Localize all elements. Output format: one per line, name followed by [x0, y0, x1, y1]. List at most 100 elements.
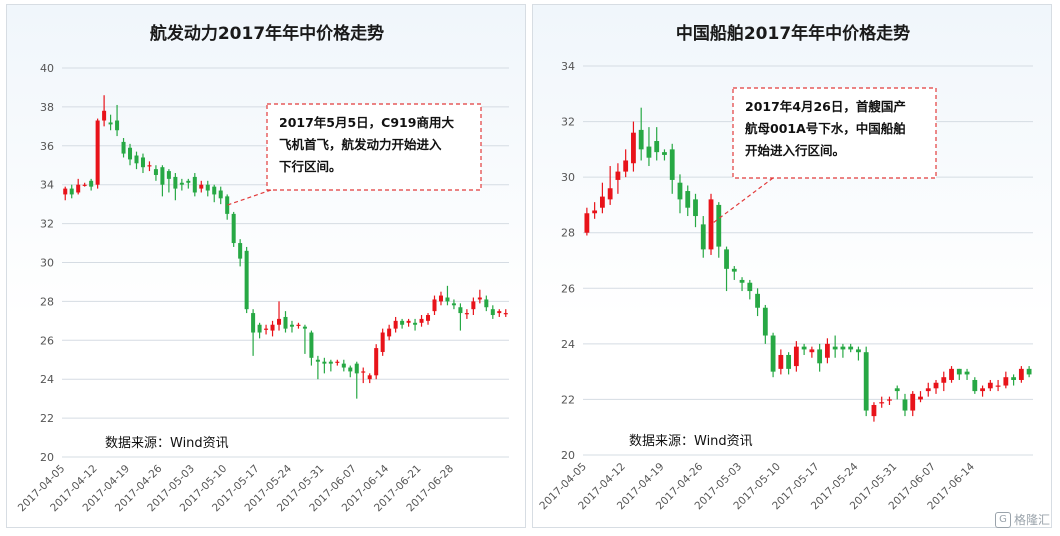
candle	[964, 368, 970, 380]
candle	[115, 104, 120, 137]
y-tick-label: 40	[40, 62, 54, 75]
candle	[809, 346, 815, 358]
candle	[956, 368, 962, 380]
chart-title: 航发动力2017年年中价格走势	[150, 23, 384, 44]
candle	[724, 246, 729, 292]
candle-body	[910, 393, 916, 411]
candle	[477, 289, 482, 304]
candle-body	[63, 188, 68, 195]
candle	[179, 178, 184, 191]
candle	[497, 309, 502, 317]
candle-body	[387, 328, 392, 337]
candle-body	[251, 313, 256, 333]
candle-body	[225, 196, 230, 214]
y-tick-label: 32	[40, 218, 54, 231]
candle-body	[302, 326, 307, 329]
y-tick-label: 28	[40, 295, 54, 308]
candle-body	[918, 396, 923, 400]
candle-body	[257, 324, 262, 333]
candle-body	[192, 176, 197, 193]
candle-body	[95, 120, 100, 185]
y-tick-label: 38	[40, 101, 54, 114]
y-tick-label: 24	[40, 373, 54, 386]
candle-body	[438, 295, 443, 302]
candle	[309, 330, 314, 366]
candle-body	[328, 361, 333, 364]
candle-body	[669, 149, 675, 180]
candle-body	[503, 313, 508, 315]
candle	[584, 207, 590, 236]
candle-body	[693, 199, 698, 217]
candle-body	[264, 328, 269, 330]
candle	[910, 391, 916, 417]
chart-panel-hangfa: 航发动力2017年年中价格走势 20 22 24 26 28 30 32 34 36 38 40 201…	[6, 4, 526, 528]
y-tick-label: 22	[40, 412, 54, 425]
candle-body	[646, 146, 652, 158]
candle	[419, 315, 424, 327]
candle	[128, 143, 133, 166]
candle	[739, 277, 745, 292]
candle-body	[490, 309, 495, 316]
candle-body	[770, 335, 776, 372]
candle	[140, 153, 145, 174]
candle	[400, 318, 405, 329]
candle	[708, 193, 714, 255]
annotation-box	[266, 103, 482, 191]
candle-body	[426, 315, 431, 321]
candle	[778, 349, 784, 375]
candle	[393, 316, 398, 333]
candle	[315, 355, 320, 380]
candle-body	[270, 324, 275, 331]
watermark: G 格隆汇	[994, 511, 1050, 528]
candle	[918, 391, 923, 403]
candle	[638, 107, 644, 161]
candle	[1018, 366, 1024, 383]
candle-body	[212, 186, 217, 195]
candle-body	[995, 385, 1001, 387]
candle-body	[374, 348, 379, 376]
candle	[615, 163, 621, 194]
candle	[374, 344, 379, 380]
candle	[840, 343, 846, 358]
candle-body	[662, 152, 667, 155]
candle	[503, 309, 508, 317]
candle	[335, 359, 340, 366]
candle-body	[879, 402, 885, 404]
candle	[677, 174, 683, 214]
candle-body	[724, 249, 729, 269]
candle	[63, 186, 68, 201]
candle	[925, 382, 931, 397]
candle	[205, 180, 210, 197]
candle	[458, 303, 463, 331]
candle-body	[685, 191, 691, 208]
candle	[646, 127, 652, 167]
candle-body	[348, 367, 353, 372]
candle-body	[840, 346, 846, 350]
hangfa-candlestick-chart: 航发动力2017年年中价格走势 20 22 24 26 28 30 32 34 36 38 40 201…	[16, 23, 509, 514]
candle-body	[716, 204, 722, 247]
candle	[949, 366, 954, 383]
candle	[121, 138, 126, 158]
candle-body	[238, 243, 243, 259]
candle-body	[863, 352, 869, 411]
candle-body	[980, 388, 985, 392]
chart-title: 中国船舶2017年年中价格走势	[676, 23, 910, 44]
candle-body	[121, 141, 126, 154]
candle-body	[76, 184, 81, 193]
candle-body	[458, 307, 463, 314]
candle-body	[631, 132, 636, 164]
candle	[166, 169, 171, 193]
candle	[348, 365, 353, 378]
candle	[367, 373, 372, 384]
candle-body	[69, 188, 74, 195]
candle-body	[817, 349, 823, 364]
candle-body	[497, 311, 502, 314]
y-tick-label: 26	[561, 282, 575, 295]
candle	[817, 343, 823, 372]
candle	[192, 173, 197, 197]
candle-body	[283, 316, 288, 329]
candle	[341, 359, 346, 372]
candle	[631, 121, 636, 172]
candle	[134, 151, 139, 170]
candle	[871, 402, 877, 422]
